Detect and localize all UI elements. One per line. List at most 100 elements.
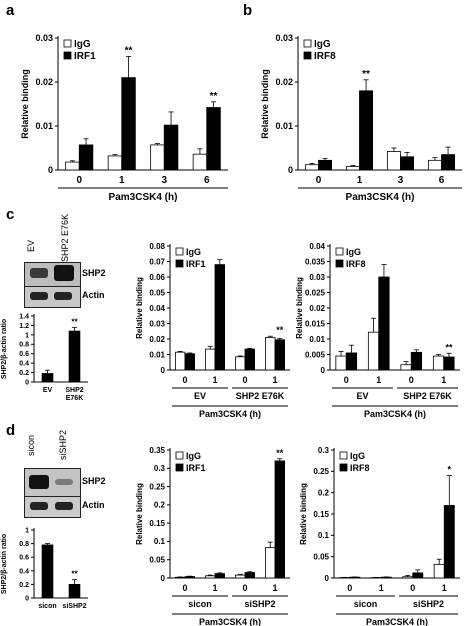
bar-irf1 [274, 339, 286, 371]
blot-d-actin [24, 496, 81, 518]
bar-igg [427, 159, 442, 171]
blot-lane-label-ev: EV [26, 239, 36, 252]
x-category-label: EV [43, 387, 53, 394]
y-tick-label: 0.02 [149, 335, 165, 344]
bar-igg [400, 364, 412, 371]
y-tick-label: 0.015 [305, 319, 326, 328]
x-tick-label: 1 [119, 175, 125, 186]
x-tick-label: 3 [398, 175, 404, 186]
group-label: siSHP2 [413, 599, 444, 609]
y-tick-label: 0.05 [313, 552, 329, 561]
bar-igg [174, 351, 186, 371]
bar-irf8 [443, 505, 455, 579]
blot-band [54, 265, 74, 281]
bar-igg [367, 331, 380, 371]
y-tick-label: 0.08 [149, 242, 165, 251]
y-tick-label: 0.07 [149, 257, 165, 266]
y-tick-label: 0.02 [309, 304, 325, 313]
legend-swatch [63, 39, 72, 48]
x-tick-label: 0 [242, 583, 247, 593]
x-tick-label: 0 [182, 375, 187, 385]
bar-igg [264, 547, 276, 579]
blot-lane-label-sishp2: siSHP2 [58, 429, 68, 460]
bar-irf1 [214, 573, 226, 579]
x-tick-label: 1 [272, 583, 277, 593]
bar-irf1 [163, 124, 179, 171]
blot-band [55, 502, 73, 510]
y-tick-label: 0.03 [275, 33, 293, 43]
legend-label: IgG [314, 39, 331, 50]
bar-igg [402, 576, 414, 579]
bar-igg [345, 166, 360, 171]
y-tick-label: 0.035 [305, 257, 326, 266]
bar-igg [335, 355, 347, 371]
x-tick-label: 3 [161, 175, 167, 186]
legend-swatch [175, 247, 184, 256]
x-axis-title: Pam3CSK4 (h) [199, 409, 261, 419]
blot-c-shp2 [24, 262, 81, 288]
blot-band-label-actin: Actin [82, 290, 105, 300]
y-tick-label: 0.03 [149, 319, 165, 328]
bar-igg [234, 574, 246, 579]
bar-igg [204, 348, 216, 371]
x-category-label: sicon [38, 603, 56, 610]
y-tick-label: 0.01 [149, 350, 165, 359]
y-tick-label: 0.3 [154, 464, 166, 473]
group-label: SHP2 E76K [403, 391, 452, 401]
y-tick-label: 1 [25, 332, 29, 339]
blot-band [54, 292, 72, 300]
x-axis-title: Pam3CSK4 (h) [364, 409, 426, 419]
y-tick-label: 0.2 [19, 370, 29, 377]
blot-band [30, 292, 48, 300]
significance-marker: * [448, 465, 452, 475]
bar-igg [304, 164, 319, 171]
y-tick-label: 0 [325, 574, 330, 583]
blot-band-label-shp2: SHP2 [82, 476, 106, 486]
panel-label-a: a [6, 2, 15, 19]
bar-ratio [41, 373, 54, 383]
legend-swatch [175, 259, 184, 268]
y-tick-label: 0.02 [35, 77, 53, 87]
y-tick-label: 0.8 [19, 541, 29, 548]
x-tick-label: 1 [357, 175, 363, 186]
bar-irf8 [443, 356, 455, 371]
x-tick-label: 0 [409, 375, 414, 385]
x-category-label: siSHP2 [62, 603, 86, 610]
y-tick-label: 0.1 [318, 531, 330, 540]
y-tick-label: 0 [25, 595, 29, 602]
legend-swatch [63, 51, 72, 60]
x-tick-label: 1 [441, 375, 446, 385]
bar-igg [150, 144, 165, 171]
group-label: sicon [188, 599, 212, 609]
legend-label: IgG [350, 451, 365, 461]
y-tick-label: 0.01 [275, 121, 293, 131]
x-tick-label: 0 [347, 583, 352, 593]
legend-swatch [175, 451, 184, 460]
group-label: SHP2 E76K [236, 391, 285, 401]
bar-igg [234, 356, 246, 371]
significance-marker: ** [210, 91, 218, 102]
y-tick-label: 0.05 [149, 556, 165, 565]
y-tick-label: 0.04 [149, 304, 165, 313]
y-tick-label: 0.25 [149, 482, 165, 491]
x-tick-label: 6 [439, 175, 445, 186]
x-tick-label: 1 [376, 375, 381, 385]
blot-band [29, 475, 49, 489]
legend-swatch [335, 247, 344, 256]
blot-band-label-shp2: SHP2 [82, 268, 106, 278]
y-tick-label: 0 [288, 165, 293, 175]
y-axis-title: Relative binding [295, 277, 304, 339]
significance-marker: ** [362, 69, 370, 80]
legend-swatch [335, 259, 344, 268]
panel-label-c: c [6, 206, 15, 223]
x-tick-label: 1 [272, 375, 277, 385]
bar-irf1 [214, 264, 226, 371]
blot-lane-label-sicon: sicon [26, 434, 36, 456]
bar-igg [433, 563, 445, 579]
y-tick-label: 0.03 [35, 33, 53, 43]
bar-ratio [68, 330, 81, 383]
legend-label: IRF1 [74, 51, 96, 62]
y-tick-label: 0.05 [149, 288, 165, 297]
legend-swatch [303, 39, 312, 48]
